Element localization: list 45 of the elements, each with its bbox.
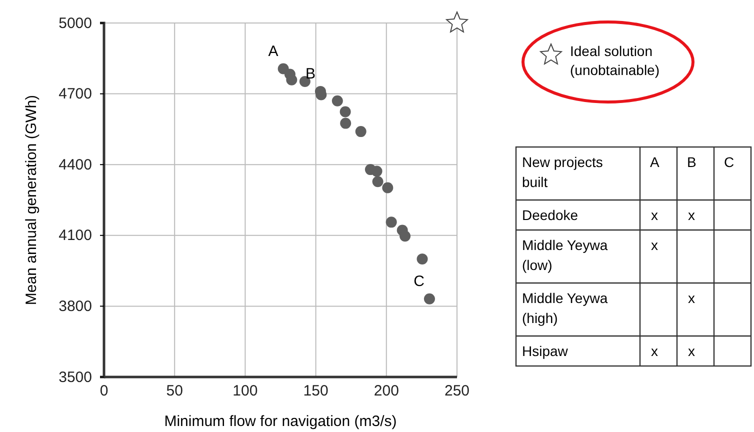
y-tick-label: 3800 — [58, 298, 92, 315]
point — [372, 176, 384, 188]
category-label: C — [724, 154, 734, 170]
category-label: Middle Yeywa (low) — [522, 237, 608, 273]
category-label: Hsipaw — [522, 343, 568, 359]
x-tick-label: 100 — [232, 382, 258, 400]
x-tick-label: 200 — [374, 382, 399, 400]
category-label: Deedoke — [522, 207, 578, 223]
text: x — [651, 343, 658, 359]
y-tick-label: 5000 — [58, 14, 92, 32]
category-label: B — [687, 154, 696, 170]
point — [424, 293, 435, 304]
y-tick-label: 4700 — [58, 86, 92, 103]
point — [400, 230, 411, 242]
text: x — [688, 207, 695, 223]
x-tick-label: 250 — [444, 382, 470, 400]
x-axis-title: Minimum flow for navigation (m3/s) — [164, 413, 397, 430]
y-tick-label: 3500 — [58, 368, 92, 386]
annotation: B — [305, 65, 316, 82]
category-label: Middle Yeywa (high) — [522, 290, 608, 326]
category-label: A — [650, 154, 660, 170]
text: x — [651, 237, 658, 253]
y-axis-title: Mean annual generation (GWh) — [23, 94, 40, 306]
point — [446, 12, 468, 32]
x-tick-label: 0 — [100, 382, 108, 400]
x-tick-label: 150 — [303, 382, 328, 400]
point — [416, 254, 428, 264]
point — [340, 106, 351, 118]
point — [382, 182, 394, 194]
y-tick-label: 4100 — [58, 227, 92, 244]
point — [355, 126, 366, 138]
text: x — [688, 290, 695, 306]
text: x — [688, 343, 695, 359]
point — [386, 216, 397, 228]
point — [340, 118, 352, 129]
x-tick-label: 50 — [166, 382, 183, 400]
point — [332, 95, 343, 106]
point — [286, 74, 298, 86]
point — [371, 166, 382, 177]
legend-label: Ideal solution (unobtainable) — [570, 43, 660, 78]
annotation: C — [414, 272, 425, 290]
text: x — [651, 207, 658, 223]
y-tick-label: 4400 — [58, 156, 92, 174]
annotation: A — [268, 42, 278, 60]
text: New projects built — [522, 154, 603, 190]
